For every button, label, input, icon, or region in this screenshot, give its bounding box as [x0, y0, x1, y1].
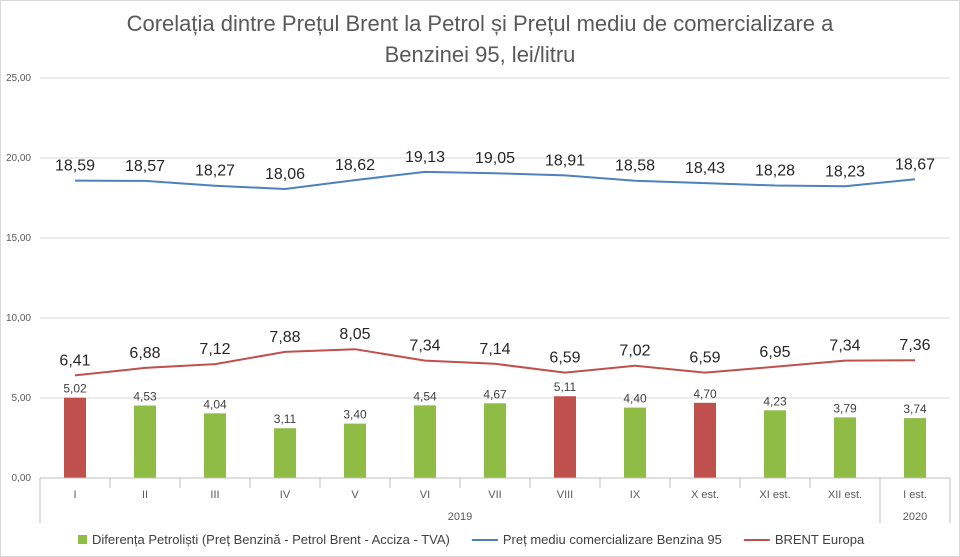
legend-swatch [78, 535, 87, 544]
legend-label: Diferența Petroliști (Preț Benzină - Pet… [92, 532, 450, 547]
bar [484, 403, 506, 478]
line-value-label: 7,88 [269, 329, 300, 346]
line-value-label: 6,41 [59, 352, 90, 369]
legend-label: Preț mediu comercializare Benzina 95 [503, 532, 722, 547]
line-value-label: 18,91 [545, 152, 585, 169]
x-tick-label: XII est. [828, 489, 862, 501]
line-value-label: 18,43 [685, 160, 725, 177]
x-tick-label: I [73, 489, 76, 501]
bar [694, 402, 716, 478]
y-tick-label: 20,00 [6, 153, 31, 164]
bar [764, 410, 786, 478]
y-tick-label: 0,00 [12, 473, 32, 484]
line-value-label: 7,36 [899, 337, 930, 354]
line-value-label: 18,58 [615, 158, 655, 175]
line-value-label: 19,13 [405, 149, 445, 166]
line-value-label: 7,34 [409, 338, 440, 355]
bar [344, 423, 366, 478]
bar-value-label: 4,04 [203, 397, 227, 411]
x-tick-label: IX [630, 489, 641, 501]
line-value-label: 19,05 [475, 150, 515, 167]
bar [414, 405, 436, 478]
line-value-label: 7,14 [479, 341, 510, 358]
gridlines [40, 77, 950, 399]
line-value-label: 18,57 [125, 158, 165, 175]
bar-value-label: 4,70 [693, 387, 717, 401]
line-value-label: 18,23 [825, 163, 865, 180]
x-tick-label: IV [280, 489, 291, 501]
bar-value-label: 3,79 [833, 401, 857, 415]
y-tick-label: 25,00 [6, 73, 31, 84]
year-group-label: 2019 [448, 511, 472, 523]
line-value-label: 18,27 [195, 163, 235, 180]
x-tick-label: X est. [691, 489, 719, 501]
x-tick-label: VI [420, 489, 430, 501]
chart-title-line-1: Corelația dintre Prețul Brent la Petrol … [127, 11, 835, 36]
bar [204, 413, 226, 478]
year-group-label: 2020 [903, 511, 927, 523]
line-value-label: 18,62 [335, 157, 375, 174]
y-tick-label: 15,00 [6, 233, 31, 244]
line-value-label: 6,88 [129, 345, 160, 362]
bar [274, 428, 296, 478]
chart-title-line-2: Benzinei 95, lei/litru [385, 42, 576, 67]
y-tick-label: 10,00 [6, 313, 31, 324]
y-tick-label: 5,00 [12, 393, 32, 404]
x-tick-label: VIII [557, 489, 574, 501]
legend: Diferența Petroliști (Preț Benzină - Pet… [78, 532, 865, 547]
line-value-label: 18,67 [895, 156, 935, 173]
series-line [74, 348, 916, 377]
x-axis: I II III IV V VI VII VIII IX X est. XI est. XII est… [39, 477, 951, 523]
line-series [74, 170, 916, 377]
data-labels: 5,02 4,53 4,04 3,11 3,40 4,54 4,67 5,11 4,40 4,70… [55, 149, 935, 426]
bar [834, 417, 856, 478]
bar-value-label: 3,11 [274, 412, 297, 426]
x-tick-label: V [351, 489, 359, 501]
bar-value-label: 5,11 [554, 380, 577, 394]
bar [134, 405, 156, 478]
bar-value-label: 4,67 [483, 387, 507, 401]
bar-value-label: 3,74 [903, 402, 927, 416]
line-value-label: 8,05 [339, 326, 370, 343]
y-axis: 0,00 5,00 10,00 15,00 20,00 25,00 [6, 73, 31, 484]
line-value-label: 7,12 [199, 341, 230, 358]
bar-value-label: 4,54 [413, 389, 437, 403]
x-tick-label: XI est. [759, 489, 790, 501]
line-value-label: 7,02 [619, 343, 650, 360]
line-value-label: 18,06 [265, 166, 305, 183]
x-tick-label: VII [488, 489, 501, 501]
bar [554, 396, 576, 478]
bar-value-label: 4,40 [623, 392, 647, 406]
bar [624, 407, 646, 478]
bar-value-label: 4,23 [763, 394, 787, 408]
line-value-label: 6,59 [689, 350, 720, 367]
legend-label: BRENT Europa [775, 532, 865, 547]
x-tick-label: I est. [903, 489, 927, 501]
line-value-label: 7,34 [829, 338, 860, 355]
line-value-label: 18,28 [755, 163, 795, 180]
bar-value-label: 4,53 [133, 390, 157, 404]
series-line [74, 170, 916, 190]
bar [904, 418, 926, 478]
bar-series [64, 396, 926, 478]
line-value-label: 6,59 [549, 350, 580, 367]
line-value-label: 18,59 [55, 158, 95, 175]
bar [64, 397, 86, 478]
bar-value-label: 5,02 [63, 382, 87, 396]
x-tick-label: III [210, 489, 219, 501]
x-tick-label: II [142, 489, 148, 501]
line-value-label: 6,95 [759, 344, 790, 361]
bar-value-label: 3,40 [343, 408, 367, 422]
